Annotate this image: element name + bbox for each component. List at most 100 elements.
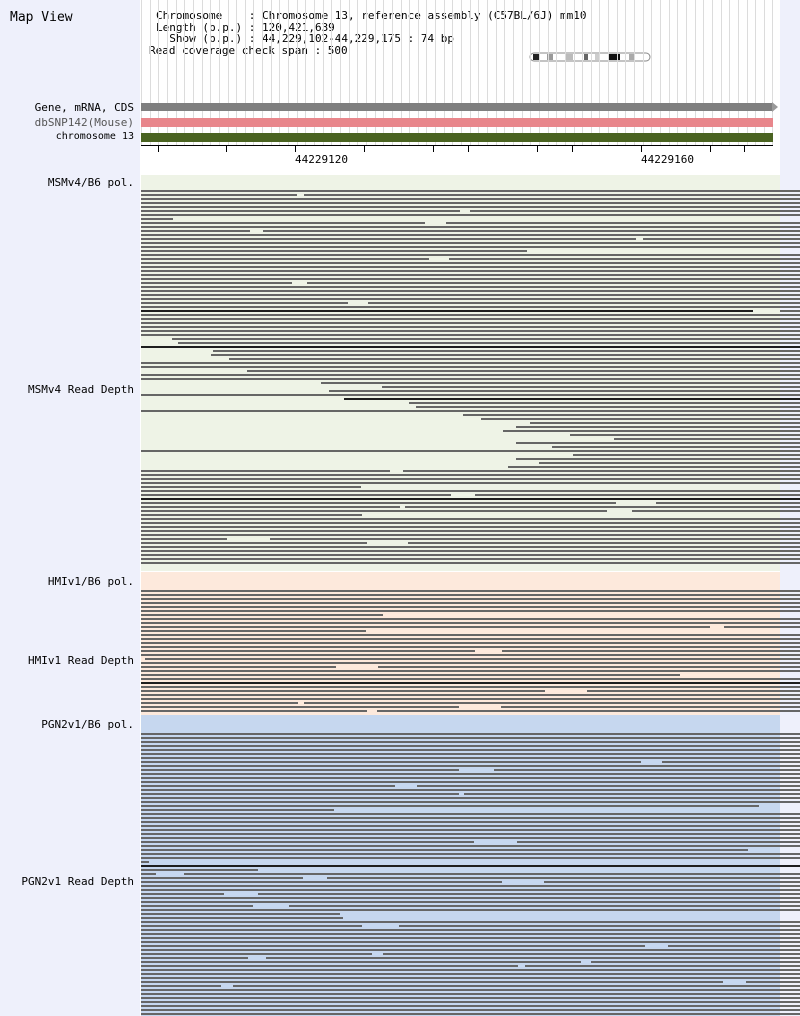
read-line xyxy=(141,554,800,556)
read-line xyxy=(668,945,800,947)
read-line xyxy=(327,877,800,879)
msmv4-pol-track[interactable] xyxy=(141,175,780,189)
read-line xyxy=(141,278,800,280)
read-line xyxy=(141,789,800,791)
read-line xyxy=(587,690,800,692)
pol-label-pgn2v1: PGN2v1/B6 pol. xyxy=(41,718,134,731)
read-line xyxy=(141,857,800,859)
read-line xyxy=(141,977,800,979)
read-line xyxy=(141,957,248,959)
read-line xyxy=(344,398,800,400)
read-line xyxy=(258,893,800,895)
ruler-tick xyxy=(744,146,745,152)
pol-label-msmv4: MSMv4/B6 pol. xyxy=(47,176,134,189)
read-line xyxy=(141,662,800,664)
read-line xyxy=(141,490,800,492)
read-line xyxy=(233,985,800,987)
read-line xyxy=(141,262,800,264)
region-info: Chromosome : Chromosome 13, reference as… xyxy=(149,10,586,56)
read-line xyxy=(516,458,800,460)
read-line xyxy=(382,386,800,388)
show-line: Show (b.p.) : 44,229,102-44,229,175 : 74… xyxy=(156,32,455,45)
read-line xyxy=(141,821,800,823)
read-line xyxy=(172,338,800,340)
read-line xyxy=(141,737,800,739)
read-line xyxy=(141,733,800,735)
read-line xyxy=(141,502,616,504)
read-line xyxy=(141,322,800,324)
read-line xyxy=(141,901,800,903)
read-line xyxy=(141,797,800,799)
read-line xyxy=(516,442,800,444)
read-line xyxy=(141,973,800,975)
coverage-line: Read coverage check span : 500 xyxy=(149,43,348,57)
read-line xyxy=(408,542,800,544)
hmiv1-pol-track[interactable] xyxy=(141,572,780,588)
read-line xyxy=(141,226,800,228)
read-line xyxy=(141,334,800,336)
read-line xyxy=(141,909,800,911)
read-line xyxy=(141,745,800,747)
read-line xyxy=(141,825,800,827)
read-line xyxy=(141,594,800,596)
read-line xyxy=(403,470,800,472)
read-line xyxy=(416,406,800,408)
read-line xyxy=(141,1001,800,1003)
read-line xyxy=(141,921,800,923)
read-line xyxy=(570,434,800,436)
read-line xyxy=(516,426,800,428)
read-line xyxy=(141,394,800,396)
read-line xyxy=(463,414,800,416)
ruler-tick xyxy=(468,146,469,152)
read-line xyxy=(141,925,362,927)
read-line xyxy=(470,210,800,212)
read-line xyxy=(141,266,800,268)
read-line xyxy=(141,833,800,835)
read-line xyxy=(141,933,800,935)
read-line xyxy=(141,941,800,943)
read-line xyxy=(141,761,641,763)
read-line xyxy=(141,510,607,512)
read-line xyxy=(141,785,395,787)
chromosome-line: Chromosome : Chromosome 13, reference as… xyxy=(156,9,587,22)
read-line xyxy=(141,678,800,680)
read-line xyxy=(502,650,800,652)
track-label-chromosome: chromosome 13 xyxy=(55,131,134,142)
read-line xyxy=(517,841,800,843)
read-line xyxy=(141,981,723,983)
read-line xyxy=(141,622,800,624)
read-line xyxy=(141,913,340,915)
read-line xyxy=(481,418,800,420)
ruler-tick xyxy=(226,146,227,152)
read-line xyxy=(213,350,800,352)
read-line xyxy=(141,949,800,951)
read-line xyxy=(329,390,800,392)
ruler-tick xyxy=(641,146,642,152)
read-line xyxy=(643,238,800,240)
read-line xyxy=(141,234,800,236)
chromosome-ideogram[interactable] xyxy=(529,52,653,62)
depth-label-pgn2v1: PGN2v1 Read Depth xyxy=(21,875,134,888)
read-line xyxy=(178,342,800,344)
chromosome-track[interactable] xyxy=(141,133,773,142)
read-line xyxy=(141,769,459,771)
read-line xyxy=(746,981,800,983)
read-line xyxy=(141,666,336,668)
dbsnp-track[interactable] xyxy=(141,118,773,127)
depth-label-hmiv1: HMIv1 Read Depth xyxy=(28,654,134,667)
read-line xyxy=(304,702,800,704)
read-line xyxy=(141,494,451,496)
read-line xyxy=(141,905,253,907)
pgn2v1-pol-track[interactable] xyxy=(141,715,780,731)
length-line: Length (b.p.) : 120,421,639 xyxy=(156,20,335,34)
read-line xyxy=(141,254,800,256)
read-line xyxy=(141,781,800,783)
read-line xyxy=(141,198,800,200)
read-line xyxy=(141,969,800,971)
read-line xyxy=(289,905,800,907)
gene-track[interactable] xyxy=(141,103,773,111)
read-line xyxy=(141,686,800,688)
track-label-gene: Gene, mRNA, CDS xyxy=(34,101,134,114)
read-line xyxy=(141,482,800,484)
read-line xyxy=(378,666,800,668)
